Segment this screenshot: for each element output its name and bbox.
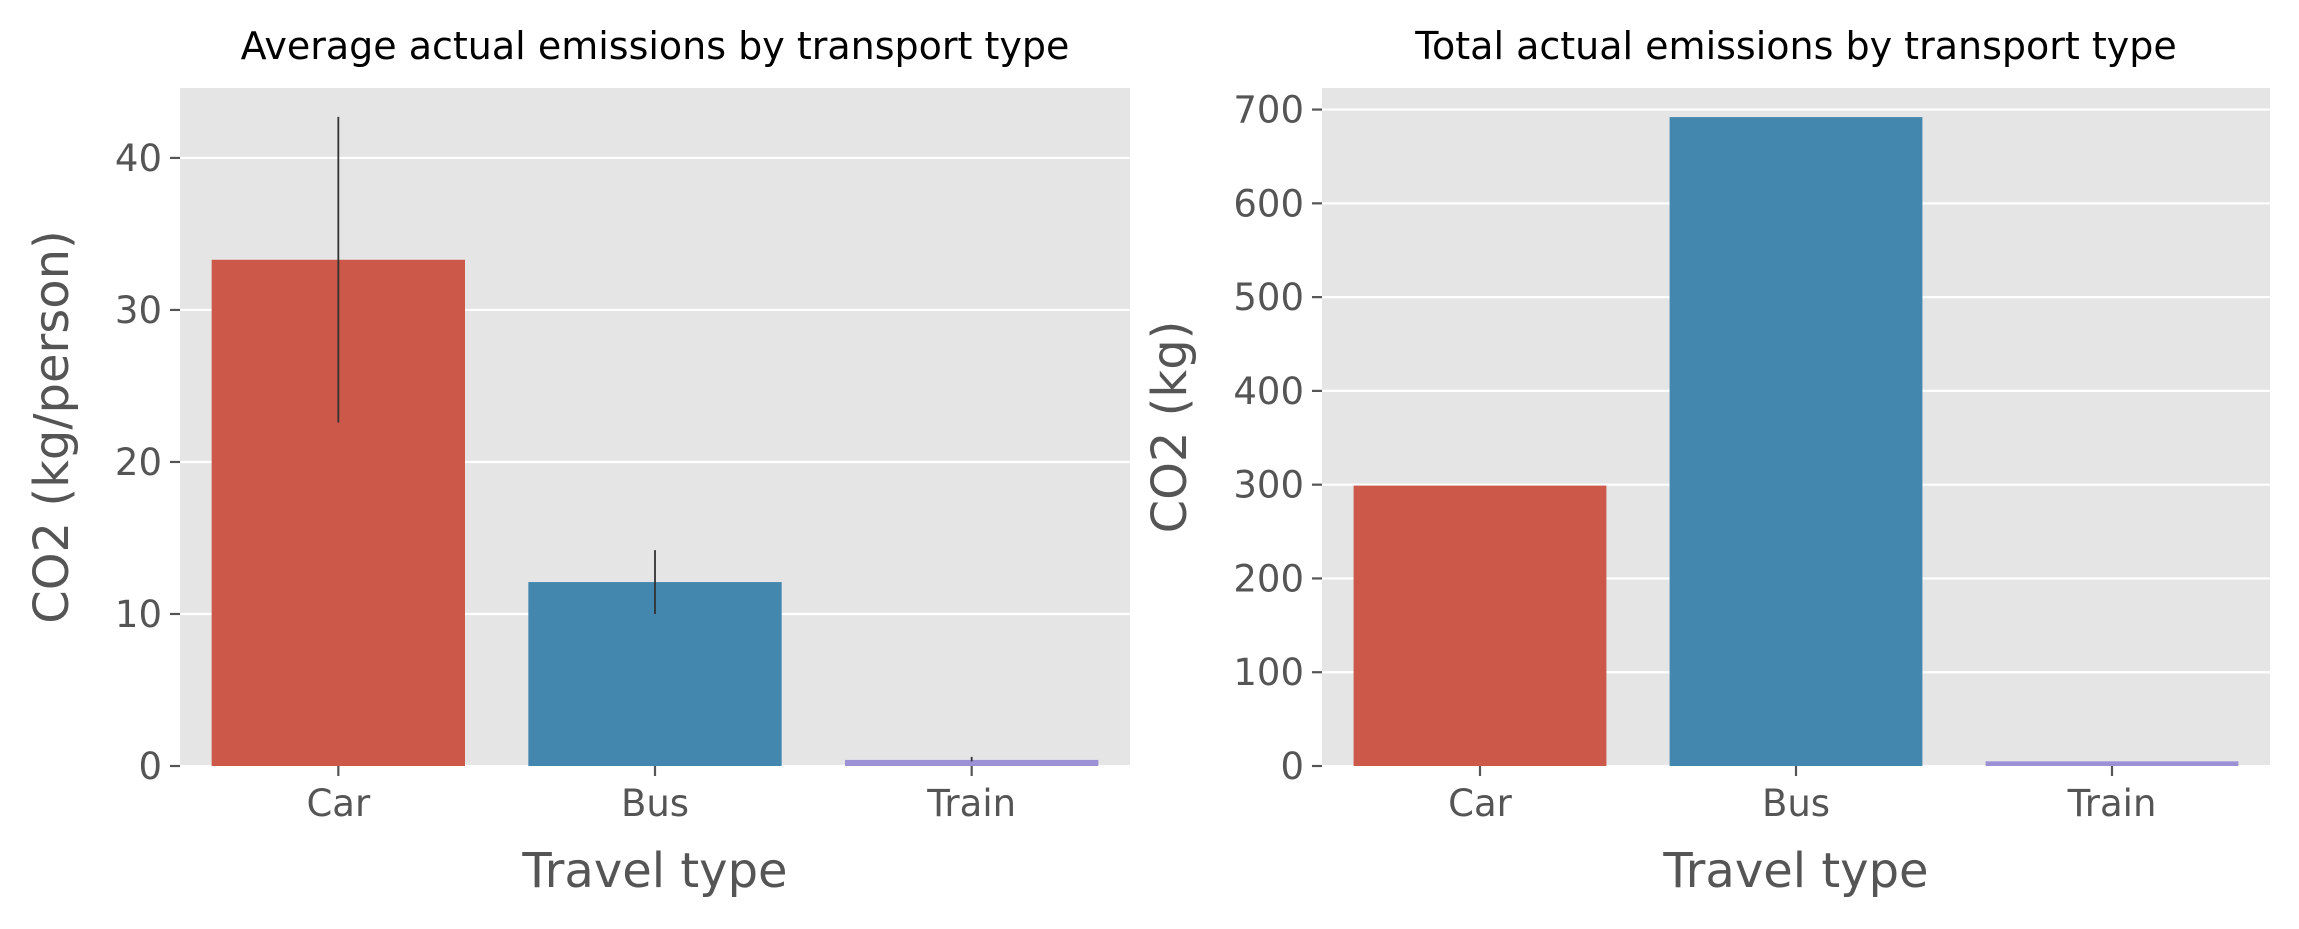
right-y-axis-label: CO2 (kg) [1142,321,1198,534]
y-tick-label: 200 [1233,557,1304,600]
y-tick-label: 0 [138,745,162,788]
right-chart-panel: 0 100 200 300 400 500 600 700 Car Bus Train Total … [1142,24,2270,899]
x-tick-label: Bus [1762,782,1830,825]
x-tick-label: Bus [621,782,689,825]
left-ticks: 0 10 20 30 40 Car Bus Train [115,137,1016,825]
right-ticks: 0 100 200 300 400 500 600 700 Car Bus Train [1233,89,2156,825]
y-tick-label: 100 [1233,651,1304,694]
y-tick-label: 20 [115,441,162,484]
y-tick-label: 400 [1233,370,1304,413]
bar-train [1985,761,2239,766]
x-tick-label: Train [926,782,1016,825]
left-chart-title: Average actual emissions by transport ty… [241,24,1070,68]
x-tick-label: Train [2067,782,2157,825]
right-bars [1353,117,2239,766]
left-error-bars [337,116,973,762]
right-x-axis-label: Travel type [1662,843,1928,899]
bar-bus [1669,117,1923,766]
x-tick-label: Car [1448,782,1513,825]
left-chart-panel: 0 10 20 30 40 Car Bus Train Average actual emis… [24,24,1130,899]
y-tick-label: 600 [1233,182,1304,225]
y-tick-label: 0 [1280,745,1304,788]
left-bars [211,259,1099,766]
bar-car [1353,485,1607,766]
y-tick-label: 500 [1233,276,1304,319]
x-tick-label: Car [306,782,371,825]
y-tick-label: 40 [115,137,162,180]
right-chart-title: Total actual emissions by transport type [1414,24,2176,68]
left-x-axis-label: Travel type [521,843,787,899]
left-y-axis-label: CO2 (kg/person) [24,230,80,624]
y-tick-label: 30 [115,289,162,332]
y-tick-label: 10 [115,593,162,636]
y-tick-label: 300 [1233,464,1304,507]
y-tick-label: 700 [1233,89,1304,132]
bar-train [845,759,1099,766]
